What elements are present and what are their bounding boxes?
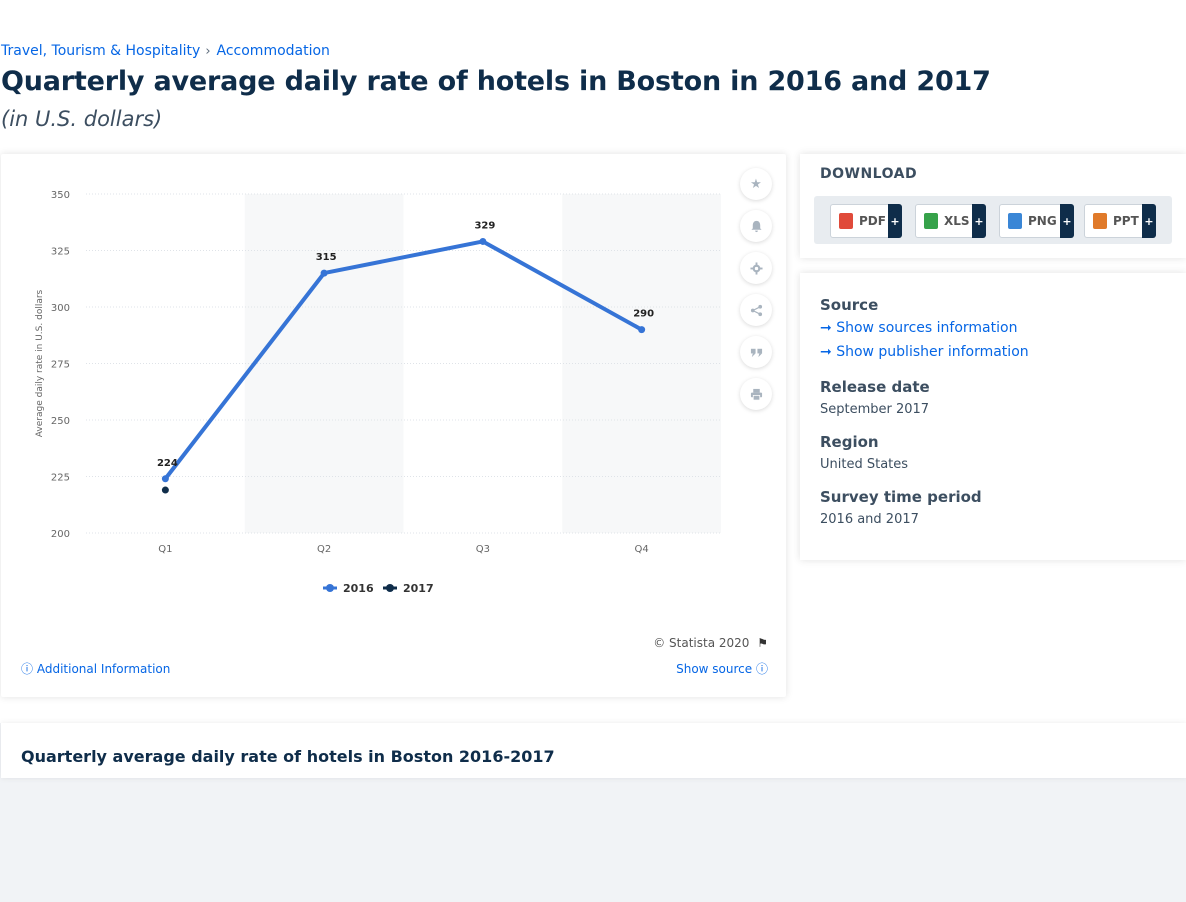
breadcrumb: Travel, Tourism & Hospitality › Accommodat… — [1, 43, 330, 59]
download-ppt-button[interactable]: PPT + — [1084, 204, 1156, 238]
ppt-icon — [1093, 213, 1107, 229]
arrow-right-icon: ➞ — [820, 344, 832, 360]
line-chart: 200 225 250 275 300 325 350 Q1 Q2 Q3 Q4 Average dai… — [35, 190, 721, 595]
print-icon[interactable] — [740, 378, 772, 410]
y-tick-label: 225 — [51, 473, 70, 484]
star-icon[interactable]: ★ — [740, 168, 772, 200]
chart-card: 200 225 250 275 300 325 350 Q1 Q2 Q3 Q4 Average dai… — [1, 154, 786, 697]
png-icon — [1008, 213, 1022, 229]
legend-marker-2016 — [326, 584, 334, 592]
y-tick-label: 200 — [51, 529, 70, 540]
download-png-button[interactable]: PNG + — [999, 204, 1074, 238]
x-tick-label: Q3 — [476, 544, 490, 555]
download-xls-button[interactable]: XLS + — [915, 204, 986, 238]
data-point-2017 — [161, 486, 169, 494]
download-card: DOWNLOAD PDF + XLS + PNG + PPT + — [800, 154, 1186, 258]
data-point-2016 — [320, 269, 328, 277]
info-card: Source ➞ Show sources information ➞ Show… — [800, 273, 1186, 560]
share-icon[interactable] — [740, 294, 772, 326]
x-tick-label: Q2 — [317, 544, 331, 555]
release-date-value: September 2017 — [820, 402, 930, 417]
y-tick-label: 300 — [51, 303, 70, 314]
series-line-2016 — [163, 239, 644, 481]
show-sources-label: Show sources information — [836, 320, 1018, 336]
breadcrumb-item-accommodation[interactable]: Accommodation — [216, 43, 330, 59]
plus-icon: + — [888, 204, 902, 238]
flag-icon[interactable]: ⚑ — [757, 636, 768, 650]
breadcrumb-item-travel[interactable]: Travel, Tourism & Hospitality — [1, 43, 201, 59]
show-source-link[interactable]: Show source ⓘ — [676, 660, 768, 677]
page-subtitle: (in U.S. dollars) — [1, 107, 163, 131]
arrow-right-icon: ➞ — [820, 320, 832, 336]
legend-label-2017: 2017 — [403, 582, 434, 595]
data-label: 290 — [633, 309, 654, 320]
quote-icon[interactable] — [740, 336, 772, 368]
related-statistic-title[interactable]: Quarterly average daily rate of hotels i… — [21, 747, 555, 766]
download-png-label: PNG — [1028, 214, 1057, 228]
y-tick-label: 325 — [51, 247, 70, 258]
y-tick-label: 350 — [51, 190, 70, 201]
plus-icon: + — [972, 204, 986, 238]
additional-info-label: Additional Information — [36, 662, 171, 676]
download-pdf-button[interactable]: PDF + — [830, 204, 902, 238]
plot-band — [244, 194, 404, 533]
source-label: Source — [820, 296, 879, 314]
download-xls-label: XLS — [944, 214, 970, 228]
pdf-icon — [839, 213, 853, 229]
copyright: © Statista 2020 ⚑ — [653, 636, 768, 650]
y-axis-label: Average daily rate in U.S. dollars — [35, 289, 45, 437]
show-sources-link[interactable]: ➞ Show sources information — [820, 320, 1017, 336]
download-buttons: PDF + XLS + PNG + PPT + — [814, 196, 1172, 244]
survey-period-value: 2016 and 2017 — [820, 512, 919, 527]
x-tick-label: Q1 — [158, 544, 172, 555]
download-title: DOWNLOAD — [820, 166, 918, 182]
copyright-text: © Statista 2020 — [653, 636, 750, 650]
x-tick-label: Q4 — [635, 544, 649, 555]
data-label: 329 — [474, 220, 495, 231]
info-icon: ⓘ — [755, 662, 768, 676]
show-source-label: Show source — [676, 662, 753, 676]
download-ppt-label: PPT — [1113, 214, 1139, 228]
info-icon: ⓘ — [21, 662, 34, 676]
release-date-label: Release date — [820, 378, 930, 396]
chart-toolbar: ★ — [740, 168, 772, 420]
y-tick-label: 250 — [51, 416, 70, 427]
data-point-2016 — [161, 475, 169, 483]
survey-period-label: Survey time period — [820, 488, 982, 506]
plus-icon: + — [1142, 204, 1156, 238]
gear-icon[interactable] — [740, 252, 772, 284]
page-title: Quarterly average daily rate of hotels i… — [1, 66, 991, 97]
show-publisher-link[interactable]: ➞ Show publisher information — [820, 344, 1029, 360]
breadcrumb-separator: › — [205, 44, 211, 59]
xls-icon — [924, 213, 938, 229]
data-label: 224 — [157, 458, 178, 469]
region-value: United States — [820, 457, 909, 472]
data-label: 315 — [316, 252, 337, 263]
additional-info-link[interactable]: ⓘ Additional Information — [21, 660, 170, 677]
region-label: Region — [820, 433, 879, 451]
data-point-2016 — [479, 237, 487, 245]
plus-icon: + — [1060, 204, 1074, 238]
data-point-2016 — [638, 326, 646, 334]
download-pdf-label: PDF — [859, 214, 886, 228]
y-tick-label: 275 — [51, 360, 70, 371]
related-statistic-card: Quarterly average daily rate of hotels i… — [1, 723, 1186, 778]
legend-marker-2017 — [386, 584, 394, 592]
legend-label-2016: 2016 — [343, 582, 374, 595]
show-publisher-label: Show publisher information — [836, 344, 1029, 360]
bell-icon[interactable] — [740, 210, 772, 242]
